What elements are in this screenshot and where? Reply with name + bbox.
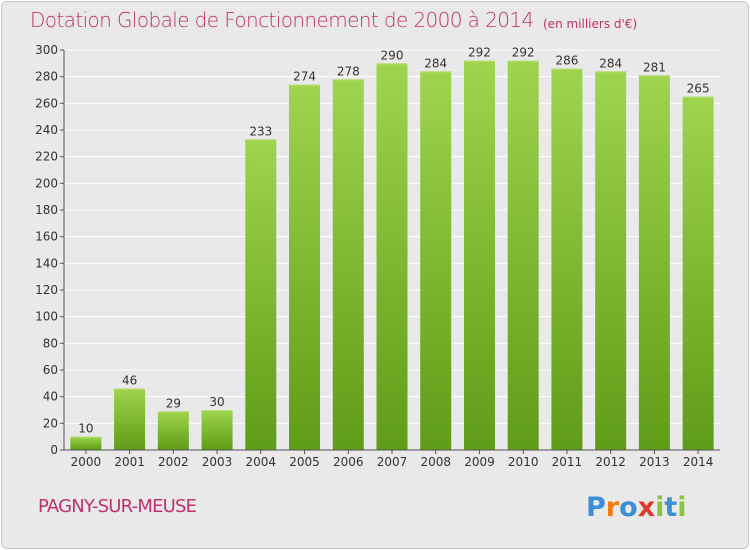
value-label: 281 (643, 60, 666, 74)
x-tick-label: 2012 (595, 455, 626, 469)
bar (332, 79, 364, 450)
value-label: 292 (512, 46, 535, 60)
chart-unit: (en milliers d'€) (543, 17, 638, 31)
y-tick-label: 280 (35, 70, 58, 84)
x-tick-labels: 2000 2001 2002 2003 2004 2005 2006 2007 2008 2009… (71, 455, 714, 469)
bar (682, 96, 714, 451)
x-tick-label: 2004 (246, 455, 277, 469)
proxiti-logo: Proxiti (586, 492, 687, 523)
value-label: 286 (555, 54, 578, 68)
y-tick-label: 180 (35, 203, 58, 217)
logo-letter: t (664, 492, 678, 523)
x-tick-label: 2006 (333, 455, 364, 469)
y-tick-label: 160 (35, 230, 58, 244)
y-tick-label: 80 (43, 336, 58, 350)
value-label: 233 (249, 124, 272, 138)
bar (70, 436, 102, 450)
logo-letter: x (637, 492, 656, 523)
bar (420, 71, 452, 450)
logo-letter: i (677, 492, 687, 523)
value-label: 265 (687, 82, 710, 96)
y-tick-label: 300 (35, 43, 58, 57)
value-label: 292 (468, 46, 491, 60)
x-tick-label: 2010 (508, 455, 539, 469)
value-label: 274 (293, 70, 316, 84)
y-tick-label: 240 (35, 123, 58, 137)
x-tick-label: 2003 (202, 455, 233, 469)
value-label: 284 (424, 56, 447, 70)
x-tick-label: 2005 (289, 455, 320, 469)
value-label: 46 (122, 374, 137, 388)
y-tick-label: 140 (35, 256, 58, 270)
logo-letter: r (605, 492, 620, 523)
bar (157, 411, 189, 450)
x-tick-label: 2002 (158, 455, 189, 469)
bar (551, 68, 583, 451)
y-tick-label: 40 (43, 390, 58, 404)
logo-letter: i (655, 492, 665, 523)
bar (289, 84, 321, 451)
bar (595, 71, 627, 450)
x-tick-label: 2011 (552, 455, 583, 469)
commune-name: PAGNY-SUR-MEUSE (38, 496, 197, 517)
bars (70, 60, 714, 451)
value-labels: 10 46 29 30 233 274 278 290 284 292 292 286 284 281 26… (78, 46, 709, 436)
y-tick-label: 0 (50, 443, 58, 457)
y-tick-label: 200 (35, 176, 58, 190)
y-tick-label: 100 (35, 310, 58, 324)
bar (507, 60, 539, 451)
value-label: 29 (166, 396, 181, 410)
y-tick-labels: 0 20 40 60 80 100 120 140 160 180 200 220 240 260 280 3… (35, 43, 58, 457)
x-tick-label: 2014 (683, 455, 714, 469)
value-label: 278 (337, 64, 360, 78)
y-tick-label: 120 (35, 283, 58, 297)
chart-title: Dotation Globale de Fonctionnement de 20… (30, 8, 534, 32)
y-tick-label: 20 (43, 416, 58, 430)
logo-letter: o (619, 492, 638, 523)
x-tick-label: 2001 (114, 455, 145, 469)
bar (245, 139, 277, 451)
logo-letter: P (586, 492, 606, 523)
y-tick-label: 260 (35, 96, 58, 110)
bar (114, 388, 146, 450)
x-tick-label: 2000 (71, 455, 102, 469)
y-tick-label: 60 (43, 363, 58, 377)
bar (638, 75, 670, 450)
value-label: 30 (209, 395, 224, 409)
bar (376, 63, 408, 450)
bar (201, 410, 233, 450)
x-tick-label: 2009 (464, 455, 495, 469)
axes (60, 49, 720, 454)
x-tick-label: 2008 (420, 455, 451, 469)
bar (463, 60, 495, 451)
value-label: 290 (381, 48, 404, 62)
x-tick-label: 2013 (639, 455, 670, 469)
x-tick-label: 2007 (377, 455, 408, 469)
value-label: 284 (599, 56, 622, 70)
value-label: 10 (78, 422, 93, 436)
y-tick-label: 220 (35, 150, 58, 164)
